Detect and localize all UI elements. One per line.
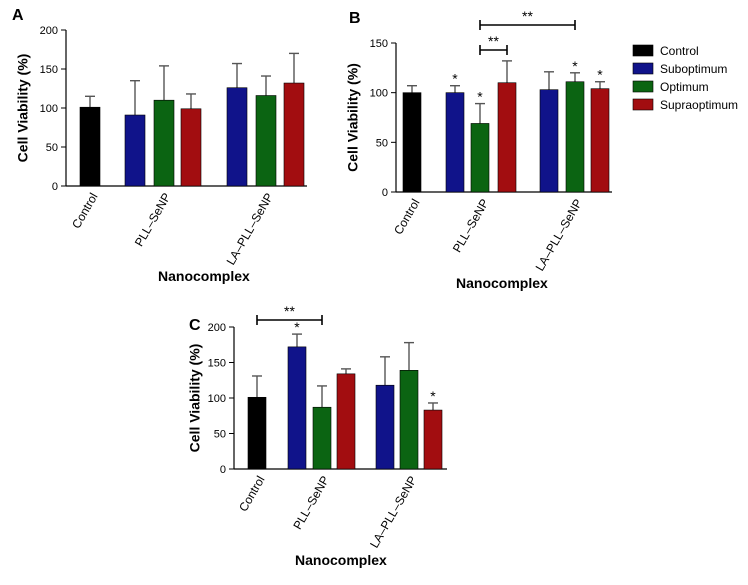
category-label: LA–PLL–SeNP	[367, 474, 419, 551]
chart-panel-a: A 0 50 100 150 200 Cell Viability (%) Control PL…	[12, 7, 307, 284]
x-axis-label: Nanocomplex	[295, 552, 387, 568]
significance-bracket: **	[479, 33, 508, 55]
legend-item: Optimum	[632, 80, 709, 94]
bar-suboptimum	[375, 384, 395, 470]
y-tick-label: 150	[40, 64, 58, 76]
bracket-label: **	[284, 303, 295, 319]
bar-suboptimum	[445, 92, 465, 193]
bar-supraoptimum	[497, 82, 517, 193]
category-label: LA–PLL–SeNP	[533, 197, 585, 274]
y-tick-label: 100	[208, 393, 226, 405]
bar-optimum	[565, 81, 585, 193]
y-tick-label: 150	[370, 38, 388, 50]
bar-supraoptimum	[590, 88, 610, 193]
bar-optimum	[312, 406, 332, 470]
y-axis-label: Cell Viability (%)	[187, 344, 203, 453]
legend-swatch	[632, 80, 654, 93]
bar-supraoptimum	[423, 409, 443, 470]
bar-optimum	[399, 370, 419, 470]
chart-panel-b: B 0 50 100 150 Cell Viability (%) Control PLL–S…	[345, 8, 612, 291]
x-axis-label: Nanocomplex	[456, 275, 548, 291]
y-tick-label: 0	[52, 181, 58, 193]
bracket-label: **	[522, 8, 533, 24]
category-label: Control	[391, 197, 422, 238]
bar-optimum	[153, 99, 175, 187]
y-tick-label: 150	[208, 358, 226, 370]
legend-swatch	[632, 98, 654, 111]
significance-star: *	[294, 319, 300, 335]
significance-star: *	[430, 388, 436, 404]
y-tick-label: 50	[214, 429, 226, 441]
legend-item: Suboptimum	[632, 62, 727, 76]
legend: Control Suboptimum Optimum Supraoptimum	[632, 44, 738, 112]
legend-swatch	[632, 44, 654, 57]
panel-letter: A	[12, 7, 24, 24]
bar-suboptimum	[226, 87, 248, 187]
significance-star: *	[477, 89, 483, 105]
bar-suboptimum	[539, 89, 559, 193]
category-label: PLL–SeNP	[290, 474, 332, 532]
panel-letter: C	[189, 317, 201, 334]
bar-supraoptimum	[180, 108, 202, 187]
legend-label: Suboptimum	[660, 62, 727, 76]
legend-label: Control	[660, 44, 699, 58]
significance-bracket: **	[256, 303, 323, 325]
y-tick-label: 50	[376, 137, 388, 149]
bar-control	[402, 92, 422, 193]
bar-control	[79, 106, 101, 187]
legend-item: Control	[632, 44, 699, 58]
legend-label: Optimum	[660, 80, 709, 94]
category-label: Control	[236, 474, 267, 515]
significance-star: *	[452, 71, 458, 87]
y-tick-label: 100	[370, 88, 388, 100]
significance-bracket: **	[479, 8, 576, 30]
bar-supraoptimum	[283, 82, 305, 187]
category-label: PLL–SeNP	[132, 191, 174, 249]
y-tick-label: 0	[220, 464, 226, 476]
bar-optimum	[255, 95, 277, 187]
legend-swatch	[632, 62, 654, 75]
significance-star: *	[572, 58, 578, 74]
bar-supraoptimum	[336, 373, 356, 470]
y-tick-label: 0	[382, 187, 388, 199]
chart-panel-c: C 0 50 100 150 200 Cell Viability (%) Control PL…	[187, 303, 447, 568]
bar-control	[247, 396, 267, 470]
category-label: Control	[69, 191, 100, 232]
legend-item: Supraoptimum	[632, 98, 738, 112]
legend-label: Supraoptimum	[660, 98, 738, 112]
significance-star: *	[597, 67, 603, 83]
bracket-label: **	[488, 33, 499, 49]
x-axis-label: Nanocomplex	[158, 268, 250, 284]
y-tick-label: 50	[46, 142, 58, 154]
category-label: LA–PLL–SeNP	[224, 191, 276, 268]
y-tick-label: 200	[208, 322, 226, 334]
y-tick-label: 100	[40, 103, 58, 115]
bar-suboptimum	[287, 346, 307, 470]
y-axis-label: Cell Viability (%)	[345, 63, 361, 172]
bar-suboptimum	[124, 114, 146, 187]
y-axis-label: Cell Viability (%)	[15, 54, 31, 163]
category-label: PLL–SeNP	[450, 197, 492, 255]
bar-optimum	[470, 123, 490, 193]
panel-letter: B	[349, 10, 361, 27]
y-tick-label: 200	[40, 25, 58, 37]
